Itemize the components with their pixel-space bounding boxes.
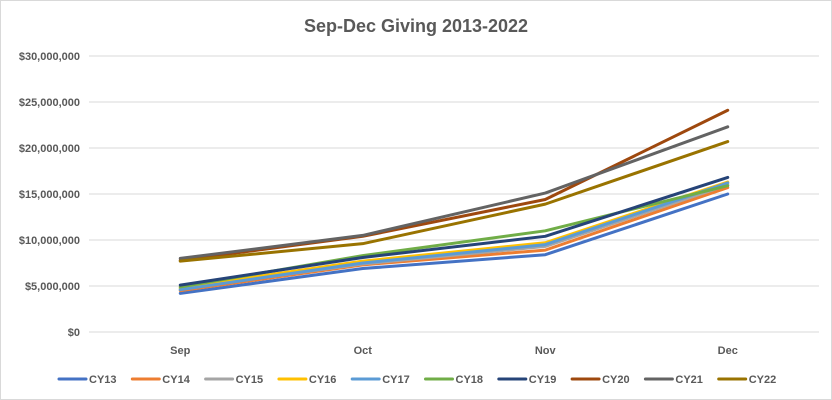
y-axis-ticks: $0 $5,000,000 $10,000,000 $15,000,000 $20,00… (19, 51, 80, 339)
y-tick-label: $30,000,000 (19, 51, 80, 63)
legend-item-cy20: CY20 (570, 374, 630, 386)
legend-label: CY16 (309, 374, 337, 386)
legend: CY13 CY14 CY15 CY16 CY17 CY18 CY19 CY20 CY21 CY22 (57, 374, 777, 386)
series-line-cy21 (178, 125, 730, 260)
legend-label: CY14 (162, 374, 190, 386)
legend-item-cy15: CY15 (204, 374, 264, 386)
x-tick-label: Sep (170, 345, 190, 357)
series-line-cy19 (178, 175, 730, 287)
series-line-cy13 (178, 192, 730, 295)
chart-title: Sep-Dec Giving 2013-2022 (304, 16, 528, 36)
y-tick-label: $25,000,000 (19, 97, 80, 109)
legend-label: CY20 (602, 374, 630, 386)
series-line-cy22 (178, 140, 730, 263)
y-tick-label: $15,000,000 (19, 189, 80, 201)
series-line-cy20 (178, 108, 730, 262)
series-line-cy17 (178, 181, 730, 292)
legend-label: CY13 (89, 374, 117, 386)
legend-item-cy22: CY22 (717, 374, 777, 386)
legend-item-cy18: CY18 (424, 374, 484, 386)
series-lines (178, 108, 730, 295)
legend-label: CY18 (456, 374, 484, 386)
legend-item-cy13: CY13 (57, 374, 117, 386)
legend-label: CY19 (529, 374, 557, 386)
y-tick-label: $10,000,000 (19, 235, 80, 247)
x-axis-ticks: Sep Oct Nov Dec (170, 345, 738, 357)
y-tick-label: $20,000,000 (19, 143, 80, 155)
x-tick-label: Oct (354, 345, 373, 357)
legend-label: CY17 (382, 374, 410, 386)
legend-label: CY21 (675, 374, 703, 386)
legend-item-cy16: CY16 (277, 374, 337, 386)
x-tick-label: Dec (718, 345, 738, 357)
legend-item-cy21: CY21 (643, 374, 703, 386)
y-tick-label: $0 (68, 327, 80, 339)
legend-label: CY22 (749, 374, 777, 386)
x-tick-label: Nov (535, 345, 557, 357)
y-tick-label: $5,000,000 (25, 281, 80, 293)
legend-item-cy14: CY14 (130, 374, 191, 386)
legend-item-cy17: CY17 (350, 374, 410, 386)
legend-item-cy19: CY19 (497, 374, 557, 386)
legend-label: CY15 (236, 374, 264, 386)
